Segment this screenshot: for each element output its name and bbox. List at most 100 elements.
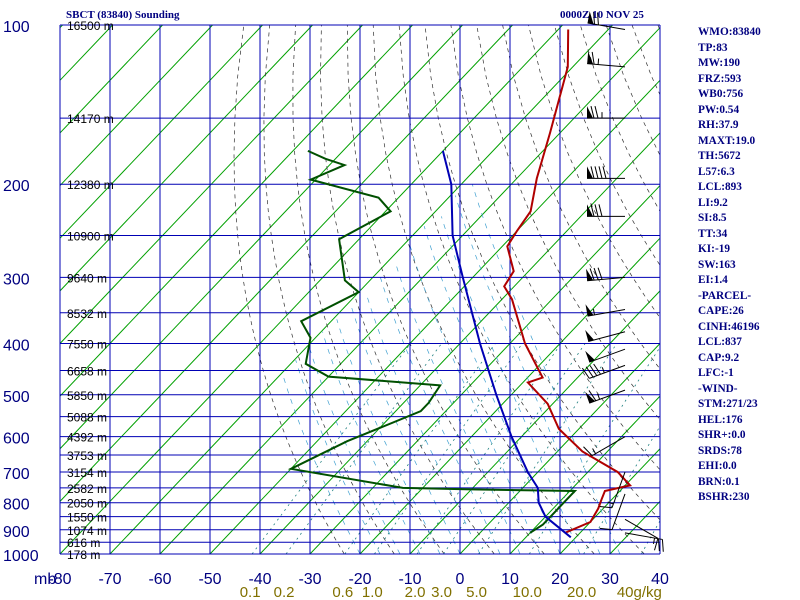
sounding-datetime: 0000Z 10 NOV 25 (560, 9, 644, 21)
wind-barb-flag (587, 204, 593, 217)
pressure-tick-label: 900 (3, 524, 30, 541)
pressure-unit-label: mb (34, 571, 56, 588)
height-label: 5088 m (67, 411, 107, 425)
temperature-tick-label: -50 (198, 571, 221, 588)
wind-barb-staff (588, 331, 626, 343)
wind-barb-full (599, 527, 613, 531)
wind-barb-staff (591, 436, 626, 457)
height-label: 16500 m (67, 19, 114, 33)
isotherm-line (60, 25, 513, 503)
moist-adiabat (409, 244, 541, 554)
index-item: LCL:893 (698, 181, 742, 193)
mixing-ratio-label: 0.1 (240, 584, 261, 600)
height-label: 9640 m (67, 271, 107, 285)
wind-barb-full (654, 538, 659, 551)
pressure-tick-label: 400 (3, 337, 30, 354)
index-item: MAXT:19.0 (698, 134, 756, 147)
pressure-tick-label: 1000 (3, 548, 39, 565)
wind-barb-staff (587, 22, 626, 31)
isotherm-line (209, 79, 660, 554)
wind-barb-full (590, 204, 595, 217)
index-item: RH:37.9 (698, 119, 739, 131)
isotherm-line (60, 25, 263, 239)
isotherm-line (60, 25, 563, 554)
wind-barb-flag (586, 268, 594, 281)
index-item: EHI:0.0 (698, 460, 737, 472)
wind-barb-full (594, 106, 599, 119)
wind-barb-full (590, 166, 595, 179)
isotherm-line (60, 25, 163, 134)
wind-barb-full (661, 539, 664, 552)
wind-barb-full (594, 166, 599, 179)
temperature-tick-label: 40 (651, 571, 669, 588)
moist-adiabat (365, 292, 481, 554)
wind-barb-flag (585, 391, 595, 404)
dry-adiabat (554, 25, 660, 266)
wind-barb-half (607, 501, 614, 505)
dry-adiabat (579, 25, 660, 212)
height-label: 3154 m (67, 466, 107, 480)
station-title: SBCT (83840) Sounding (66, 9, 180, 21)
index-item: L57:6.3 (698, 165, 735, 178)
temperature-tick-label: 30 (601, 571, 619, 588)
wind-barb-staff (589, 348, 626, 363)
index-item: EI:1.4 (698, 274, 728, 286)
wind-barb (587, 106, 625, 119)
height-label: 2050 m (67, 497, 107, 511)
dry-adiabat (320, 25, 495, 554)
height-label: 1550 m (67, 511, 107, 525)
moist-adiabat (295, 359, 381, 554)
wind-barb-half (592, 308, 595, 315)
wind-barb-full (657, 538, 660, 552)
moist-adiabat (455, 195, 601, 554)
wind-barb-staff (587, 276, 626, 282)
wind-barb (624, 518, 659, 551)
isotherm-line (159, 26, 660, 554)
index-item: MW:190 (698, 57, 741, 69)
temperature-tick-label: -60 (148, 571, 171, 588)
isotherm-line (60, 25, 213, 187)
mixing-ratio-label: 2.0 (405, 584, 426, 600)
wind-barb-full (581, 367, 590, 379)
index-item: STM:271/23 (698, 398, 758, 410)
isotherm-line (559, 448, 660, 554)
wind-barb-full (590, 106, 595, 119)
mixing-ratio-line (583, 425, 660, 554)
wind-barb-full (598, 204, 603, 217)
wind-barb-flag (585, 304, 594, 317)
wind-barb-full (585, 366, 594, 378)
index-item: TT:34 (698, 227, 728, 240)
wind-barb-full (594, 204, 599, 217)
index-item: CINH:46196 (698, 320, 760, 333)
wind-barb-full (597, 12, 599, 25)
temperature-tick-label: -80 (48, 571, 71, 588)
index-item: CAP:9.2 (698, 351, 740, 364)
moist-adiabat (322, 331, 421, 554)
wind-barb (624, 532, 664, 552)
index-item: SRDS:78 (698, 444, 742, 457)
wind-barb (585, 304, 626, 317)
wind-barb-full (588, 390, 597, 401)
height-label: 616 m (67, 536, 100, 550)
height-label: 6658 m (67, 365, 107, 379)
mixing-ratio-label: 40g/kg (617, 584, 662, 600)
wind-barb-full (598, 166, 603, 179)
index-item: BSHR:230 (698, 491, 750, 503)
pressure-tick-label: 100 (3, 19, 30, 36)
temperature-tick-label: -10 (398, 571, 421, 588)
wind-barb-staff (587, 63, 626, 68)
height-label: 14170 m (67, 112, 114, 126)
pressure-tick-label: 700 (3, 466, 30, 483)
wind-barb-half (592, 448, 596, 454)
mixing-ratio-label: 5.0 (466, 584, 487, 600)
temperature-tick-label: -30 (298, 571, 321, 588)
temperature-tick-label: -20 (348, 571, 371, 588)
parcel-profile (441, 150, 572, 539)
isotherm-line (60, 25, 463, 450)
isotherm-line (409, 290, 660, 554)
wind-barb (585, 389, 626, 404)
isotherm-line (60, 25, 313, 292)
index-item: TH:5672 (698, 150, 741, 162)
height-label: 10900 m (67, 230, 114, 244)
wind-barb-full (602, 166, 607, 179)
